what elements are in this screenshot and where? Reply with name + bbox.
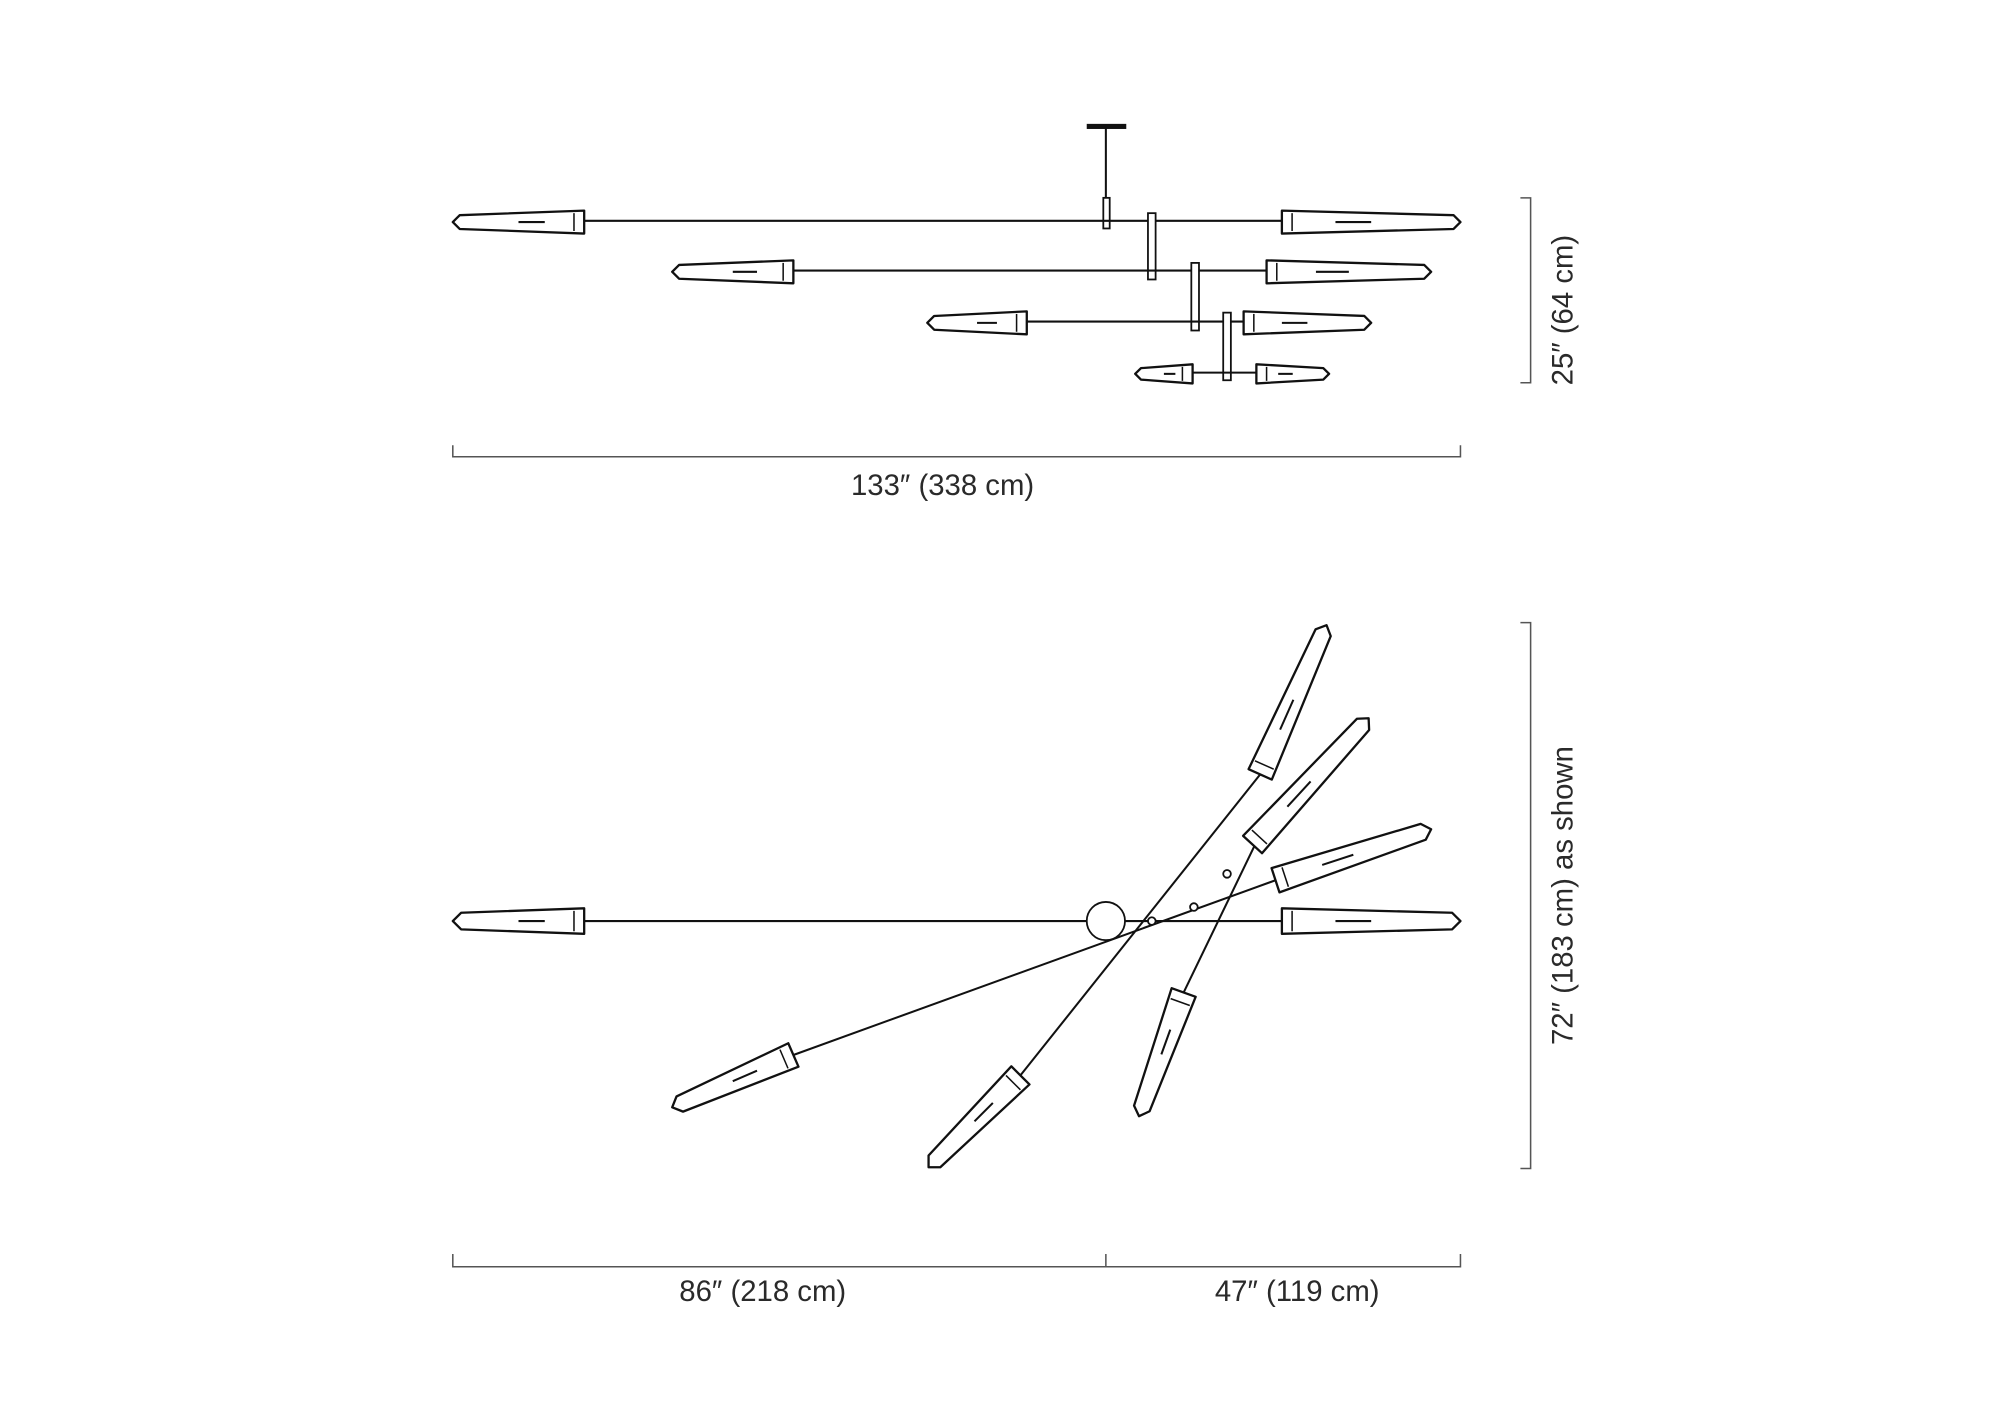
arm-connector xyxy=(1190,262,1200,332)
arm-rod xyxy=(1019,773,1262,1077)
plan-width-dimension: 86″ (218 cm) 47″ (119 cm) xyxy=(452,1253,1462,1308)
lamp-shade xyxy=(1247,623,1332,781)
ceiling-canopy xyxy=(1086,123,1127,129)
arm-rod xyxy=(793,879,1276,1056)
lamp-shade xyxy=(1132,987,1197,1118)
elevation-width-label: 133″ (338 cm) xyxy=(851,469,1034,502)
lamp-socket xyxy=(1170,997,1191,1007)
arm-connector xyxy=(1222,311,1232,382)
elevation-height-dimension: 25″ (64 cm) xyxy=(1520,197,1580,386)
elevation-width-dimension: 133″ (338 cm) xyxy=(452,445,1462,502)
lamp-detail xyxy=(1286,780,1312,808)
dimension-bracket xyxy=(1520,621,1532,1170)
arm-pivot xyxy=(1222,869,1232,879)
lamp-shade xyxy=(1270,822,1433,894)
arm-connector xyxy=(1147,212,1157,281)
lamp-socket xyxy=(1254,760,1275,770)
lamp-shade xyxy=(451,209,586,235)
arm-assembly xyxy=(926,310,1373,382)
lamp-detail xyxy=(973,1102,994,1123)
lamp-shade xyxy=(451,907,586,935)
plan-left-label: 86″ (218 cm) xyxy=(679,1275,846,1308)
lamp-shade xyxy=(671,1042,800,1113)
dimension-line xyxy=(452,1253,1462,1268)
arm-assembly xyxy=(451,907,1462,935)
arm-assembly xyxy=(451,209,1462,281)
dimension-line xyxy=(452,445,1462,458)
arm-assembly xyxy=(671,822,1433,1113)
plan-right-label: 47″ (119 cm) xyxy=(1215,1275,1380,1308)
ceiling-canopy xyxy=(1085,901,1126,942)
dimension-bracket xyxy=(1520,197,1532,384)
rod-joint xyxy=(1102,196,1111,230)
lamp-socket xyxy=(779,1049,789,1069)
arm-assembly xyxy=(927,623,1332,1169)
arm-assembly xyxy=(1132,717,1371,1118)
lamp-detail xyxy=(1279,699,1295,731)
plan-view xyxy=(451,623,1462,1169)
elevation-height-label: 25″ (64 cm) xyxy=(1547,235,1580,386)
plan-height-label: 72″ (183 cm) as shown xyxy=(1547,746,1580,1045)
arm-rod xyxy=(1182,841,1258,993)
lamp-detail xyxy=(732,1069,758,1083)
plan-height-dimension: 72″ (183 cm) as shown xyxy=(1520,621,1580,1170)
arm-pivot xyxy=(1189,902,1199,912)
lamp-socket xyxy=(1005,1074,1021,1091)
elevation-view xyxy=(451,123,1462,385)
lamp-socket xyxy=(1251,829,1268,845)
lamp-socket xyxy=(1281,867,1290,887)
arm-assembly xyxy=(1134,363,1331,385)
arm-pivot xyxy=(1147,916,1157,926)
arm-assembly xyxy=(671,259,1433,332)
lamp-detail xyxy=(1160,1029,1172,1055)
lamp-detail xyxy=(1321,853,1354,866)
